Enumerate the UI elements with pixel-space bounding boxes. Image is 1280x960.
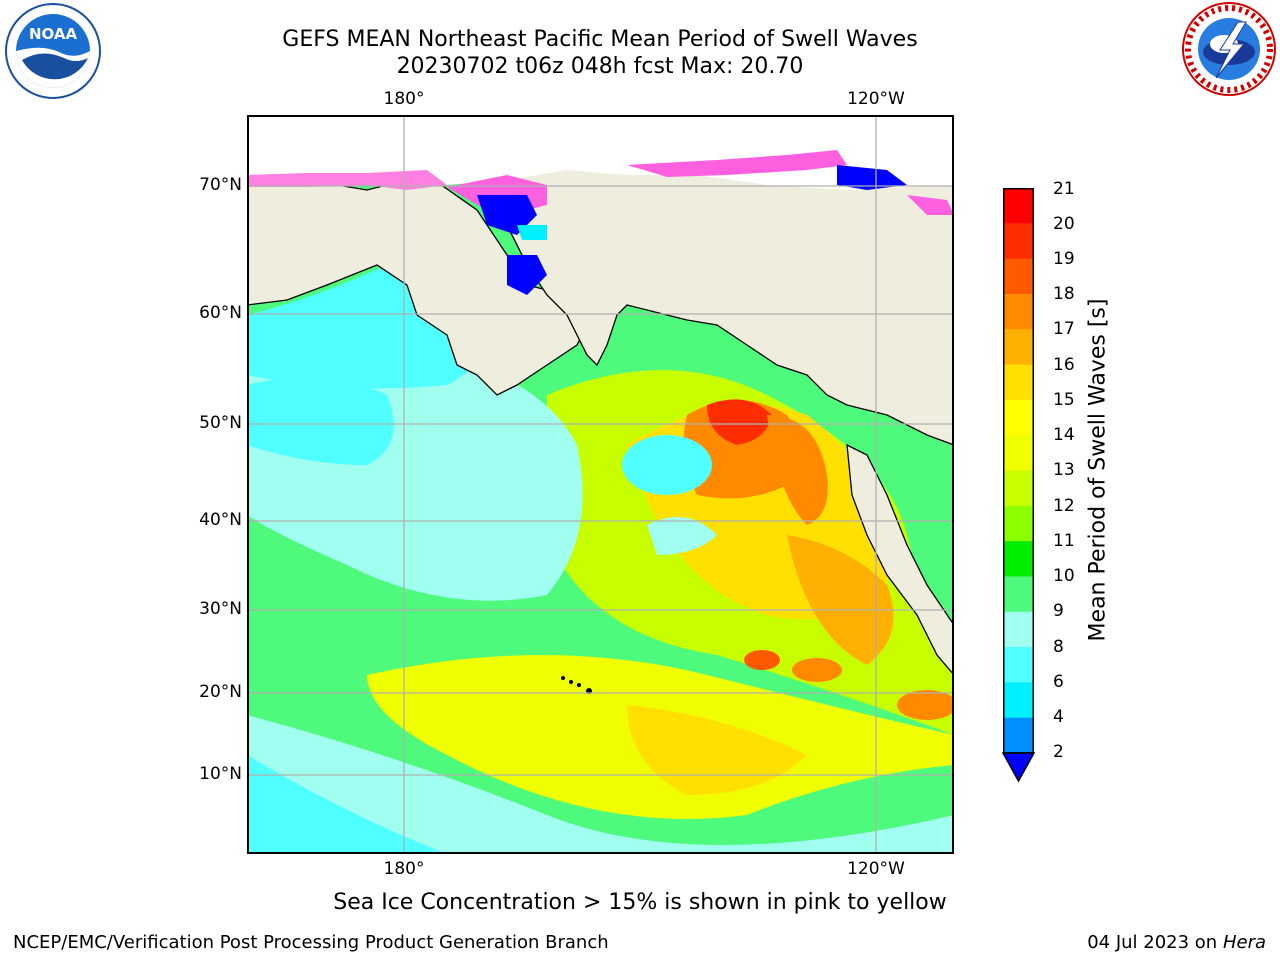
colorbar-tick-14: 14 — [1053, 425, 1075, 445]
colorbar-tick-21: 21 — [1053, 179, 1075, 199]
colorbar-border — [1003, 188, 1034, 754]
colorbar-segment — [1003, 470, 1034, 507]
colorbar-tick-17: 17 — [1053, 319, 1075, 339]
nws-logo — [1180, 0, 1278, 102]
colorbar-tick-12: 12 — [1053, 496, 1075, 516]
lat-label-70n: 70°N — [199, 175, 242, 195]
colorbar-segment — [1003, 258, 1034, 295]
colorbar-tick-16: 16 — [1053, 355, 1075, 375]
colorbar-tick-19: 19 — [1053, 249, 1075, 269]
footer-host: Hera — [1222, 932, 1266, 953]
colorbar-segment — [1003, 435, 1034, 471]
colorbar-tick-20: 20 — [1053, 214, 1075, 234]
colorbar-segment — [1003, 364, 1034, 401]
colorbar-segment — [1003, 293, 1034, 330]
lon-label-top-180: 180° — [383, 89, 425, 109]
sea-ice-note: Sea Ice Concentration > 15% is shown in … — [333, 890, 947, 915]
lat-label-30n: 30°N — [199, 599, 242, 619]
footer-date-text: 04 Jul 2023 on — [1087, 932, 1223, 953]
colorbar-tick-2: 2 — [1053, 742, 1064, 762]
colorbar-segment — [1003, 541, 1034, 577]
colorbar-tick-18: 18 — [1053, 284, 1075, 304]
lon-label-bottom-180: 180° — [383, 859, 425, 879]
lon-label-bottom-120w: 120°W — [847, 859, 905, 879]
colorbar-segment — [1003, 611, 1034, 648]
colorbar-segment — [1003, 576, 1034, 613]
colorbar-segment — [1003, 505, 1034, 542]
lon-label-top-120w: 120°W — [847, 89, 905, 109]
colorbar-segment — [1003, 188, 1034, 224]
colorbar-segment — [1003, 329, 1034, 366]
swell-period-map — [247, 115, 954, 854]
lat-label-50n: 50°N — [199, 413, 242, 433]
svg-text:NOAA: NOAA — [29, 25, 78, 43]
colorbar-extend-triangle — [1001, 752, 1036, 783]
lat-label-40n: 40°N — [199, 510, 242, 530]
noaa-logo: NOAA — [4, 2, 102, 104]
colorbar-segment — [1003, 399, 1034, 436]
footer-branch: NCEP/EMC/Verification Post Processing Pr… — [13, 932, 609, 953]
chart-subtitle: 20230702 t06z 048h fcst Max: 20.70 — [396, 54, 804, 79]
colorbar-tick-13: 13 — [1053, 460, 1075, 480]
colorbar-tick-15: 15 — [1053, 390, 1075, 410]
colorbar-tick-10: 10 — [1053, 566, 1075, 586]
colorbar-segment — [1003, 223, 1034, 260]
colorbar-segment — [1003, 717, 1034, 754]
colorbar-tick-8: 8 — [1053, 637, 1064, 657]
colorbar-segment — [1003, 682, 1034, 719]
footer-date: 04 Jul 2023 on Hera — [1087, 932, 1266, 953]
colorbar — [1001, 188, 1036, 783]
colorbar-tick-9: 9 — [1053, 601, 1064, 621]
colorbar-tick-4: 4 — [1053, 707, 1064, 727]
colorbar-segment — [1003, 647, 1034, 683]
lat-label-60n: 60°N — [199, 303, 242, 323]
colorbar-tick-6: 6 — [1053, 672, 1064, 692]
chart-title: GEFS MEAN Northeast Pacific Mean Period … — [282, 27, 918, 52]
colorbar-title: Mean Period of Swell Waves [s] — [1085, 298, 1111, 642]
colorbar-tick-11: 11 — [1053, 531, 1075, 551]
lat-label-20n: 20°N — [199, 682, 242, 702]
lat-label-10n: 10°N — [199, 764, 242, 784]
